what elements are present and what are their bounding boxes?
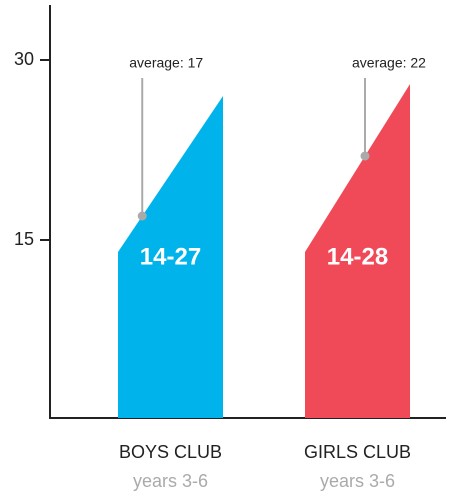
y-tick-label: 15 — [14, 229, 34, 249]
range-label: 14-27 — [140, 243, 201, 270]
average-label: average: 17 — [129, 55, 203, 71]
y-tick-label: 30 — [14, 49, 34, 69]
average-dot — [360, 151, 370, 161]
category-subtitle: years 3-6 — [133, 471, 208, 491]
range-bar — [305, 84, 410, 418]
average-label: average: 22 — [352, 55, 426, 71]
average-dot — [137, 211, 147, 221]
category-subtitle: years 3-6 — [320, 471, 395, 491]
range-label: 14-28 — [327, 243, 388, 270]
category-label: BOYS CLUB — [119, 442, 222, 462]
category-label: GIRLS CLUB — [304, 442, 411, 462]
range-bar — [118, 96, 223, 418]
